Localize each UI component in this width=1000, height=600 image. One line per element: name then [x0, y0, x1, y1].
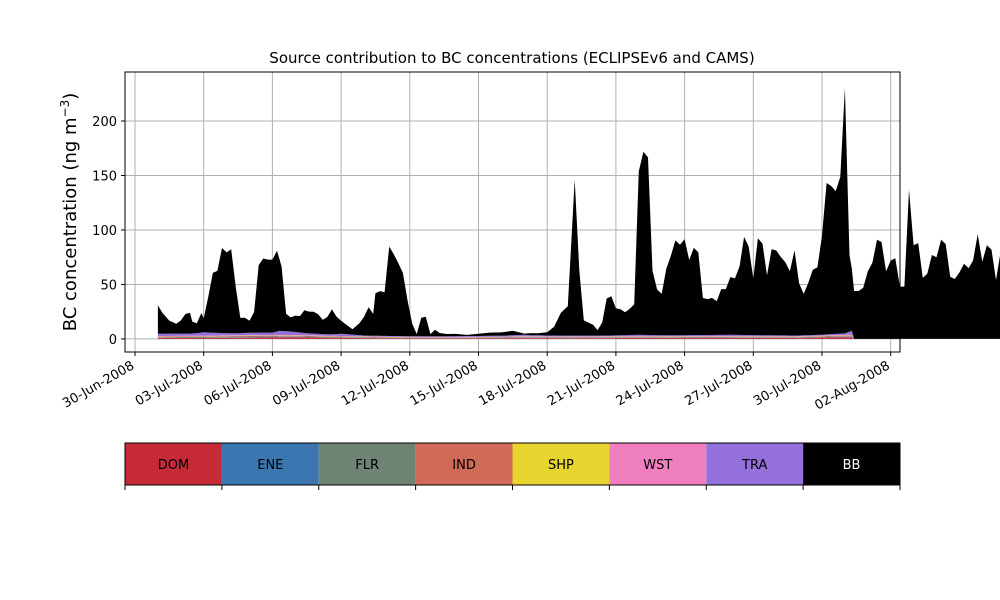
legend-swatch-shp: [512, 443, 610, 485]
legend-swatch-ene: [221, 443, 319, 485]
legend-label-shp: SHP: [548, 458, 574, 473]
legend-colorbar: DOM ENE FLR IND SHP WST TRA BB: [124, 442, 901, 490]
y-tick-label: 200: [92, 115, 117, 130]
area-tra: [157, 330, 1000, 339]
legend-swatch-wst: [609, 443, 707, 485]
area-layer: [157, 88, 1000, 339]
y-tick-label: 100: [92, 224, 117, 239]
legend-label-wst: WST: [643, 458, 672, 473]
area-ind: [157, 335, 1000, 339]
area-wst: [157, 334, 1000, 339]
legend-label-bb: BB: [843, 458, 861, 473]
legend-swatch-flr: [318, 443, 416, 485]
y-tick-label: 50: [100, 278, 117, 293]
legend-swatch-tra: [706, 443, 804, 485]
legend-label-dom: DOM: [158, 458, 189, 473]
legend-label-flr: FLR: [355, 458, 379, 473]
legend-swatch-ind: [415, 443, 513, 485]
y-tick-label: 0: [109, 333, 117, 348]
area-flr: [157, 336, 1000, 339]
legend-label-tra: TRA: [741, 458, 767, 473]
area-dom: [157, 337, 1000, 339]
chart-title: Source contribution to BC concentrations…: [269, 49, 754, 67]
plot-frame: [124, 71, 901, 353]
legend-swatch-dom: [125, 443, 222, 485]
y-axis-label: BC concentration (ng m−3): [58, 93, 81, 332]
legend-swatch-bb: [803, 443, 900, 485]
area-bb: [157, 88, 1000, 339]
grid-layer: [125, 72, 900, 352]
legend-label-ind: IND: [452, 458, 476, 473]
y-axis-ticks: 0 50 100 150 200: [92, 115, 125, 348]
legend-label-ene: ENE: [257, 458, 283, 473]
y-tick-label: 150: [92, 170, 117, 185]
